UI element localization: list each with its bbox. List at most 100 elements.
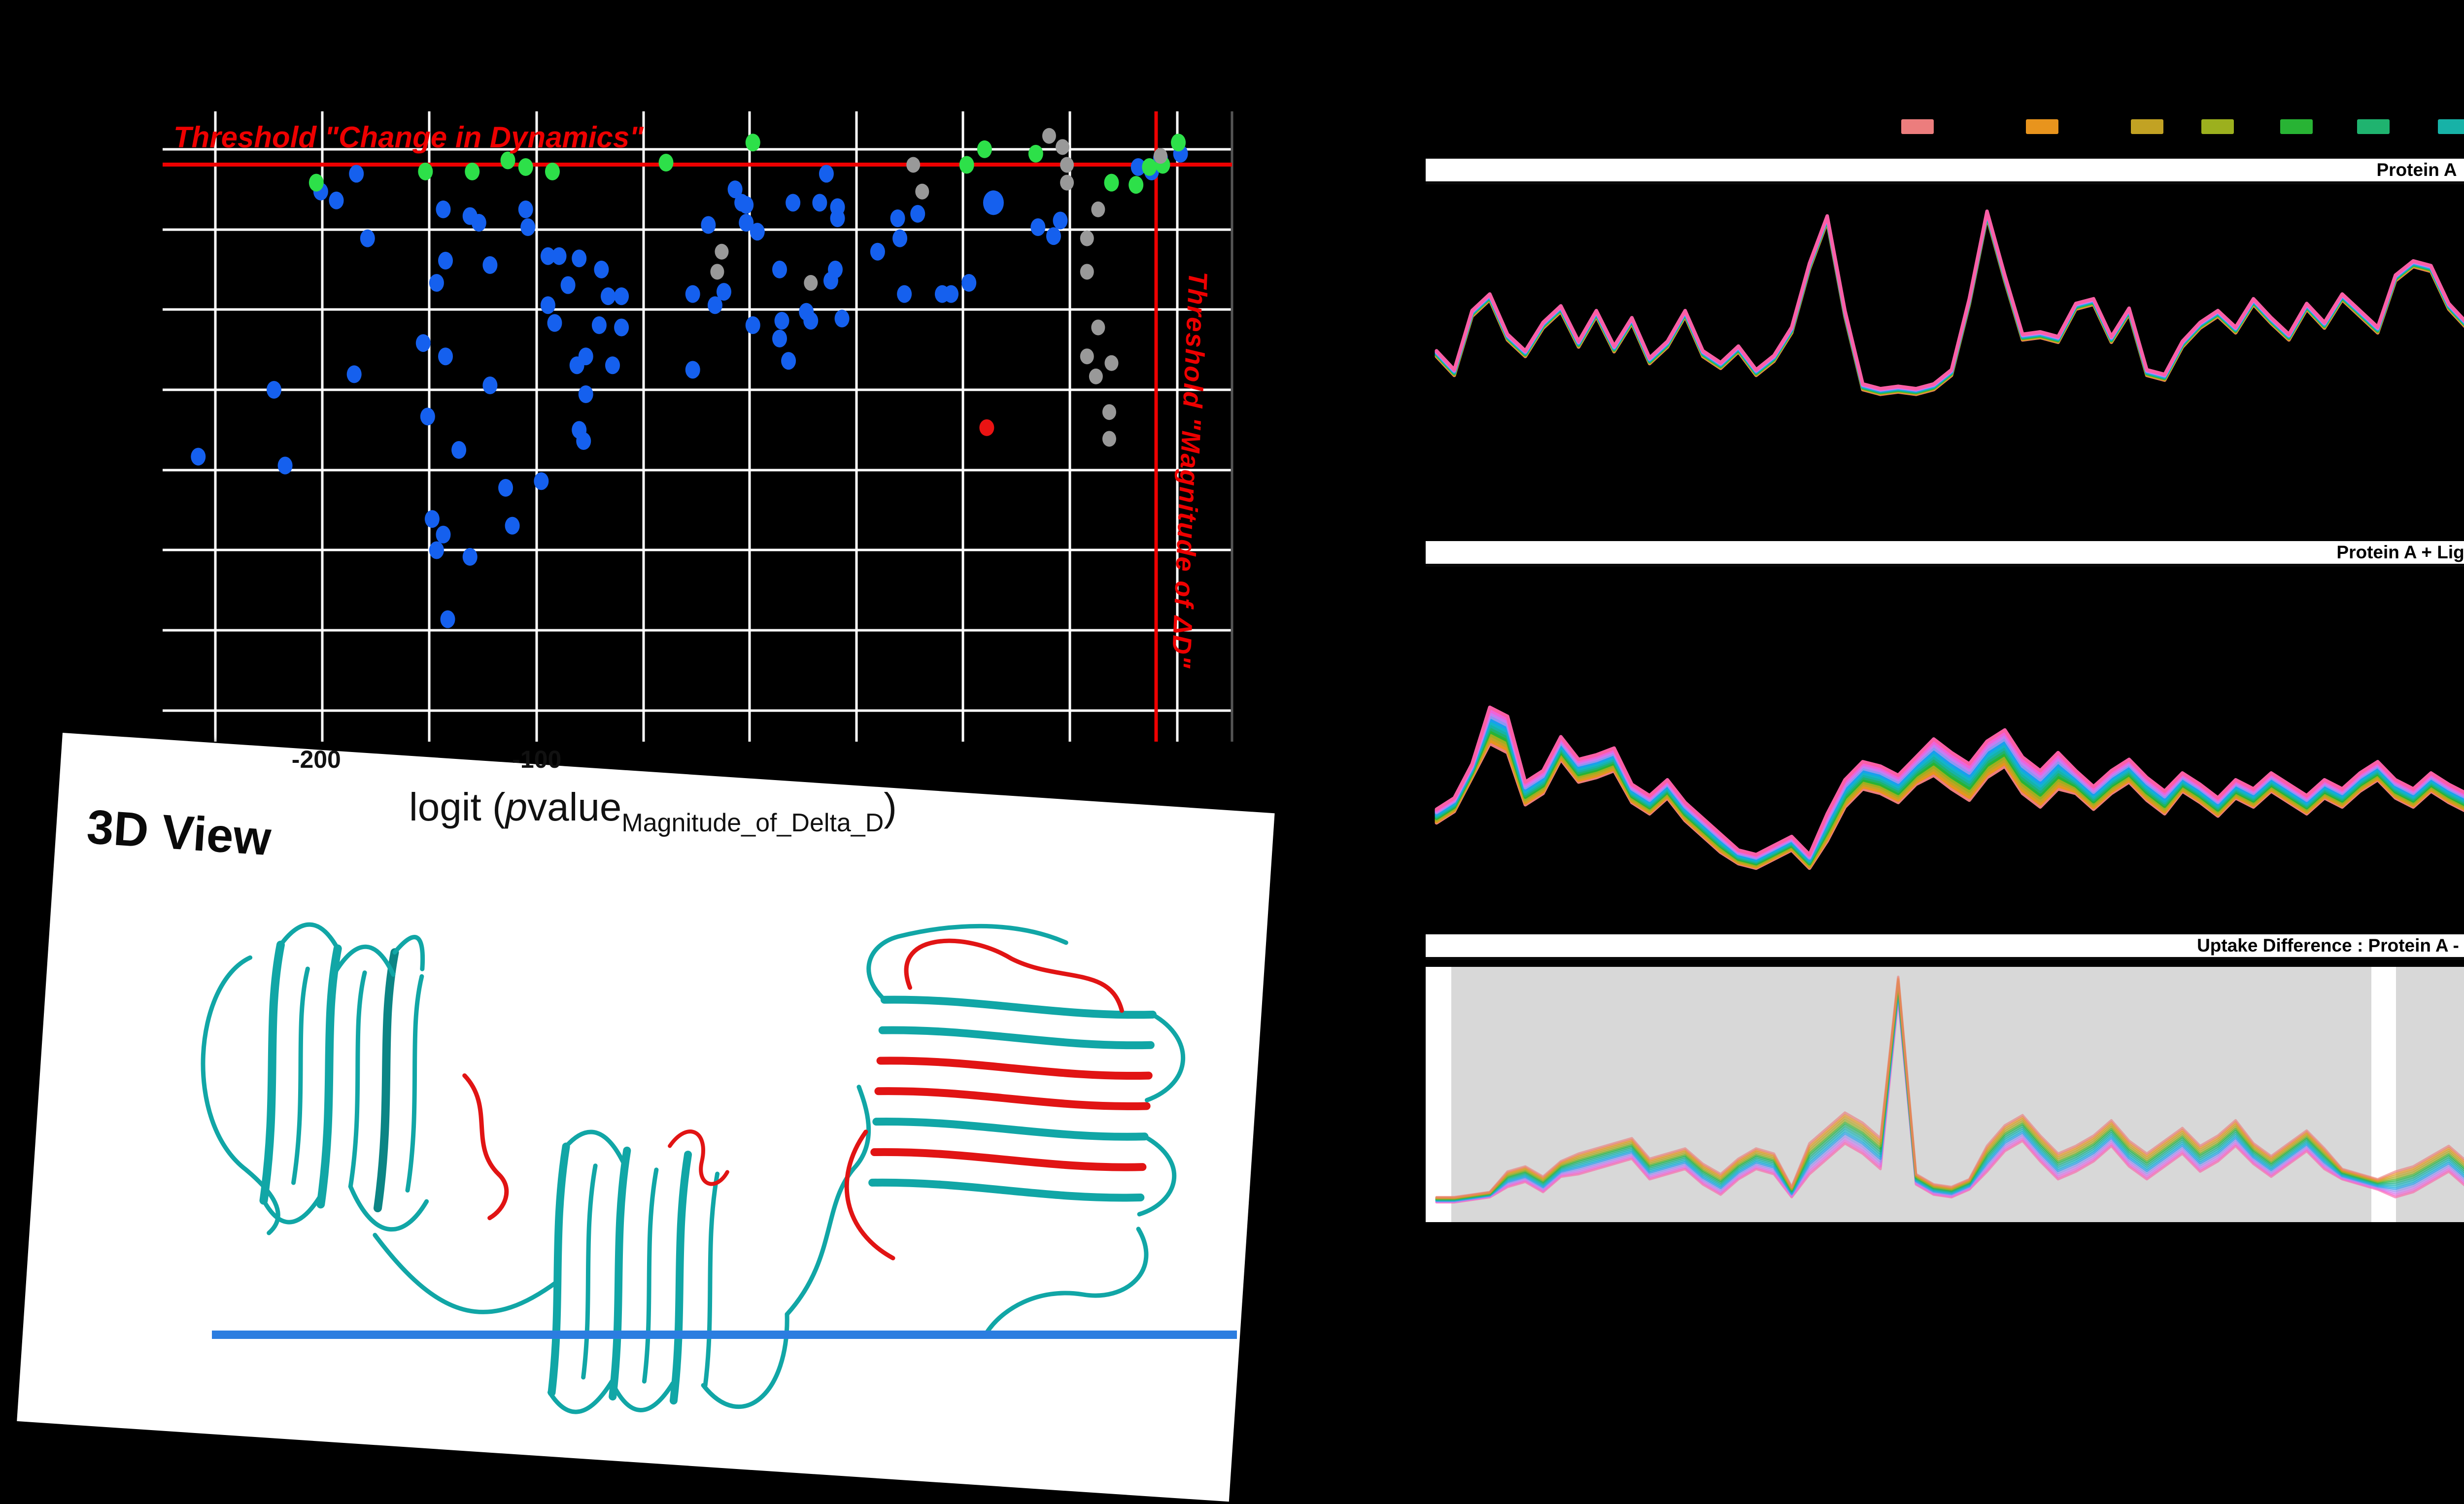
- scatter-point-blue[interactable]: [436, 200, 451, 218]
- scatter-point-blue[interactable]: [897, 285, 912, 303]
- scatter-point-gray[interactable]: [1080, 264, 1094, 280]
- uptake-series-line[interactable]: [1435, 211, 2464, 392]
- scatter-point-blue[interactable]: [701, 216, 716, 234]
- uptake-series-line[interactable]: [1435, 979, 2464, 1199]
- scatter-point-blue[interactable]: [739, 196, 754, 214]
- scatter-point-gray[interactable]: [1080, 348, 1094, 365]
- uptake-series-line[interactable]: [1435, 992, 2464, 1203]
- scatter-point-green[interactable]: [977, 140, 992, 158]
- legend-item-2[interactable]: [2131, 119, 2163, 134]
- scatter-point-gray[interactable]: [715, 243, 729, 260]
- scatter-point-green[interactable]: [658, 153, 674, 171]
- scatter-point-blue[interactable]: [471, 214, 486, 232]
- scatter-point-blue[interactable]: [540, 247, 555, 265]
- scatter-point-blue[interactable]: [360, 229, 375, 247]
- scatter-point-blue[interactable]: [781, 352, 796, 370]
- scatter-point-blue[interactable]: [591, 316, 607, 334]
- scatter-point-blue[interactable]: [569, 356, 584, 375]
- line-panel-1[interactable]: [1435, 666, 2464, 870]
- scatter-point-green[interactable]: [545, 163, 560, 181]
- scatter-point-gray[interactable]: [1102, 404, 1116, 420]
- scatter-point-blue[interactable]: [349, 165, 364, 183]
- scatter-point-blue[interactable]: [540, 296, 555, 314]
- scatter-point-green[interactable]: [959, 156, 974, 174]
- scatter-point-blue[interactable]: [685, 361, 700, 379]
- scatter-point-blue[interactable]: [1053, 211, 1068, 230]
- scatter-point-green[interactable]: [500, 151, 515, 170]
- uptake-series-line[interactable]: [1435, 212, 2464, 393]
- scatter-point-blue[interactable]: [424, 510, 440, 528]
- scatter-point-green[interactable]: [308, 173, 324, 192]
- uptake-series-line[interactable]: [1435, 666, 2464, 856]
- legend-item-1[interactable]: [2026, 119, 2058, 134]
- scatter-point-blue[interactable]: [482, 376, 498, 394]
- scatter-point-green[interactable]: [745, 134, 760, 152]
- uptake-series-line[interactable]: [1435, 975, 2464, 1198]
- scatter-point-blue[interactable]: [910, 205, 925, 223]
- uptake-series-line[interactable]: [1435, 210, 2464, 391]
- scatter-point-green[interactable]: [1104, 173, 1119, 192]
- scatter-point-blue[interactable]: [429, 274, 444, 292]
- scatter-point-blue[interactable]: [707, 296, 722, 314]
- uptake-series-line[interactable]: [1435, 991, 2464, 1202]
- uptake-series-line[interactable]: [1435, 211, 2464, 393]
- legend-item-4[interactable]: [2280, 119, 2313, 134]
- line-panel-2[interactable]: [1426, 967, 2464, 1222]
- scatter-point-blue[interactable]: [961, 274, 977, 292]
- scatter-point-blue[interactable]: [727, 180, 743, 199]
- legend-item-3[interactable]: [2201, 119, 2234, 134]
- scatter-point-blue[interactable]: [1130, 158, 1146, 176]
- scatter-point-blue[interactable]: [191, 447, 206, 466]
- scatter-point-blue[interactable]: [572, 249, 587, 268]
- uptake-series-line[interactable]: [1435, 210, 2464, 392]
- scatter-point-blue[interactable]: [774, 311, 789, 330]
- scatter-point-gray[interactable]: [804, 275, 818, 291]
- legend-item-5[interactable]: [2357, 119, 2390, 134]
- scatter-point-blue[interactable]: [551, 247, 567, 265]
- scatter-point-green[interactable]: [1142, 158, 1157, 176]
- scatter-point-gray[interactable]: [906, 157, 921, 173]
- scatter-point-blue[interactable]: [438, 347, 453, 366]
- scatter-point-large-blue[interactable]: [983, 190, 1004, 215]
- scatter-point-blue[interactable]: [830, 209, 845, 227]
- scatter-point-green[interactable]: [1171, 134, 1186, 152]
- scatter-point-blue[interactable]: [750, 223, 765, 241]
- scatter-point-blue[interactable]: [440, 610, 455, 628]
- scatter-point-blue[interactable]: [870, 242, 885, 261]
- scatter-point-blue[interactable]: [482, 256, 498, 274]
- scatter-point-blue[interactable]: [739, 214, 754, 232]
- scatter-point-blue[interactable]: [346, 365, 362, 383]
- scatter-point-blue[interactable]: [594, 260, 609, 278]
- scatter-point-gray[interactable]: [710, 264, 724, 280]
- scatter-point-blue[interactable]: [560, 276, 576, 294]
- scatter-point-blue[interactable]: [547, 314, 562, 332]
- volcano-scatter-points[interactable]: [191, 128, 1188, 628]
- uptake-series-line[interactable]: [1435, 989, 2464, 1202]
- scatter-point-green[interactable]: [465, 163, 480, 181]
- uptake-series-line[interactable]: [1435, 982, 2464, 1200]
- uptake-series-line[interactable]: [1435, 977, 2464, 1199]
- uptake-series-line[interactable]: [1435, 209, 2464, 391]
- structure-3d-view-panel[interactable]: 3D View: [17, 733, 1275, 1502]
- uptake-series-line[interactable]: [1435, 988, 2464, 1201]
- scatter-point-gray[interactable]: [1104, 355, 1119, 371]
- scatter-point-blue[interactable]: [685, 285, 700, 303]
- scatter-point-blue[interactable]: [614, 318, 629, 337]
- scatter-point-blue[interactable]: [614, 287, 629, 306]
- scatter-point-blue[interactable]: [462, 548, 478, 566]
- uptake-series-line[interactable]: [1435, 984, 2464, 1201]
- scatter-point-gray[interactable]: [1089, 368, 1103, 384]
- scatter-point-gray[interactable]: [1060, 157, 1074, 173]
- scatter-point-green[interactable]: [518, 158, 533, 176]
- scatter-point-blue[interactable]: [605, 356, 620, 375]
- scatter-point-blue[interactable]: [892, 229, 908, 247]
- line-panel-0[interactable]: [1435, 209, 2464, 396]
- scatter-point-blue[interactable]: [834, 309, 850, 328]
- scatter-point-blue[interactable]: [329, 191, 344, 209]
- scatter-point-blue[interactable]: [772, 330, 787, 348]
- scatter-point-green[interactable]: [1129, 176, 1144, 194]
- scatter-point-blue[interactable]: [1046, 227, 1061, 245]
- scatter-point-green[interactable]: [418, 163, 433, 181]
- scatter-point-blue[interactable]: [420, 408, 435, 426]
- scatter-point-red[interactable]: [979, 419, 994, 436]
